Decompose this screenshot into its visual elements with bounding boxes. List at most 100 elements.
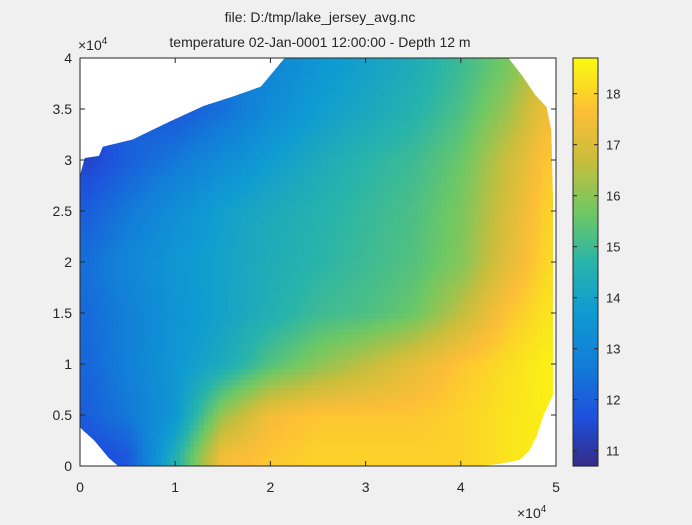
heatmap-cell: [275, 415, 281, 421]
heatmap-cell: [517, 251, 524, 258]
heatmap-cell: [498, 287, 505, 294]
heatmap-cell: [327, 389, 333, 396]
heatmap-cell: [298, 450, 305, 457]
heatmap-cell: [475, 318, 481, 324]
heatmap-cell: [222, 211, 229, 217]
heatmap-cell: [365, 333, 371, 340]
heatmap-cell: [265, 292, 271, 299]
heatmap-cell: [303, 318, 310, 324]
heatmap-cell: [370, 216, 376, 222]
heatmap-cell: [132, 246, 138, 253]
heatmap-cell: [356, 272, 362, 278]
heatmap-cell: [313, 430, 319, 436]
heatmap-cell: [303, 409, 310, 416]
heatmap-cell: [275, 287, 281, 294]
heatmap-cell: [422, 231, 429, 238]
heatmap-cell: [275, 241, 281, 248]
heatmap-cell: [89, 369, 95, 375]
heatmap-cell: [417, 399, 424, 406]
heatmap-cell: [413, 404, 419, 411]
heatmap-cell: [298, 353, 305, 360]
heatmap-cell: [237, 425, 243, 431]
heatmap-cell: [137, 231, 143, 238]
heatmap-cell: [165, 420, 172, 426]
heatmap-cell: [260, 455, 267, 462]
heatmap-cell: [189, 262, 195, 268]
heatmap-cell: [489, 267, 495, 273]
heatmap-cell: [298, 231, 305, 238]
heatmap-cell: [189, 394, 195, 401]
heatmap-cell: [379, 231, 386, 238]
heatmap-cell: [479, 369, 486, 375]
heatmap-cell: [327, 221, 333, 227]
heatmap-cell: [408, 338, 414, 345]
heatmap-cell: [313, 358, 319, 365]
heatmap-cell: [99, 343, 105, 350]
heatmap-cell: [184, 277, 191, 283]
heatmap-cell: [170, 307, 176, 314]
heatmap-cell: [503, 307, 509, 314]
heatmap-cell: [270, 313, 276, 319]
heatmap-cell: [122, 353, 129, 360]
heatmap-cell: [337, 328, 343, 334]
heatmap-cell: [513, 323, 519, 329]
heatmap-cell: [227, 399, 233, 406]
heatmap-cell: [517, 328, 524, 334]
heatmap-cell: [327, 460, 333, 466]
heatmap-cell: [265, 415, 271, 421]
heatmap-cell: [513, 277, 519, 283]
heatmap-cell: [441, 241, 448, 248]
heatmap-cell: [108, 348, 114, 355]
heatmap-cell: [175, 445, 181, 452]
heatmap-cell: [398, 445, 405, 452]
heatmap-cell: [265, 246, 271, 253]
heatmap-cell: [84, 323, 91, 329]
heatmap-cell: [508, 231, 514, 238]
heatmap-cell: [484, 374, 490, 380]
heatmap-cell: [356, 358, 362, 365]
heatmap-cell: [208, 272, 214, 278]
heatmap-cell: [546, 338, 552, 345]
heatmap-cell: [408, 455, 414, 462]
heatmap-cell: [460, 302, 467, 309]
heatmap-cell: [199, 297, 205, 304]
heatmap-cell: [422, 450, 429, 457]
heatmap-cell: [189, 364, 195, 370]
heatmap-cell: [413, 358, 419, 365]
heatmap-cell: [170, 384, 176, 391]
heatmap-cell: [118, 420, 124, 426]
heatmap-cell: [370, 318, 376, 324]
heatmap-cell: [303, 236, 310, 243]
heatmap-cell: [246, 460, 252, 466]
heatmap-cell: [184, 221, 191, 227]
heatmap-cell: [203, 338, 210, 345]
heatmap-cell: [298, 455, 305, 462]
heatmap-cell: [332, 328, 338, 334]
heatmap-cell: [108, 409, 114, 416]
heatmap-cell: [503, 328, 509, 334]
heatmap-cell: [351, 302, 357, 309]
heatmap-cell: [84, 211, 91, 217]
heatmap-cell: [451, 226, 457, 232]
heatmap-cell: [351, 231, 357, 238]
heatmap-cell: [413, 226, 419, 232]
heatmap-cell: [394, 251, 400, 258]
heatmap-cell: [470, 384, 476, 391]
heatmap-cell: [465, 338, 471, 345]
heatmap-cell: [208, 415, 214, 421]
heatmap-cell: [470, 353, 476, 360]
heatmap-cell: [451, 369, 457, 375]
heatmap-cell: [132, 364, 138, 370]
heatmap-cell: [465, 348, 471, 355]
heatmap-cell: [479, 246, 486, 253]
heatmap-cell: [322, 348, 329, 355]
heatmap-cell: [494, 409, 500, 416]
heatmap-cell: [184, 251, 191, 258]
heatmap-cell: [398, 307, 405, 314]
heatmap-cell: [508, 425, 514, 431]
heatmap-cell: [437, 348, 443, 355]
heatmap-cell: [494, 307, 500, 314]
heatmap-cell: [184, 302, 191, 309]
heatmap-cell: [360, 226, 367, 232]
heatmap-cell: [251, 348, 257, 355]
